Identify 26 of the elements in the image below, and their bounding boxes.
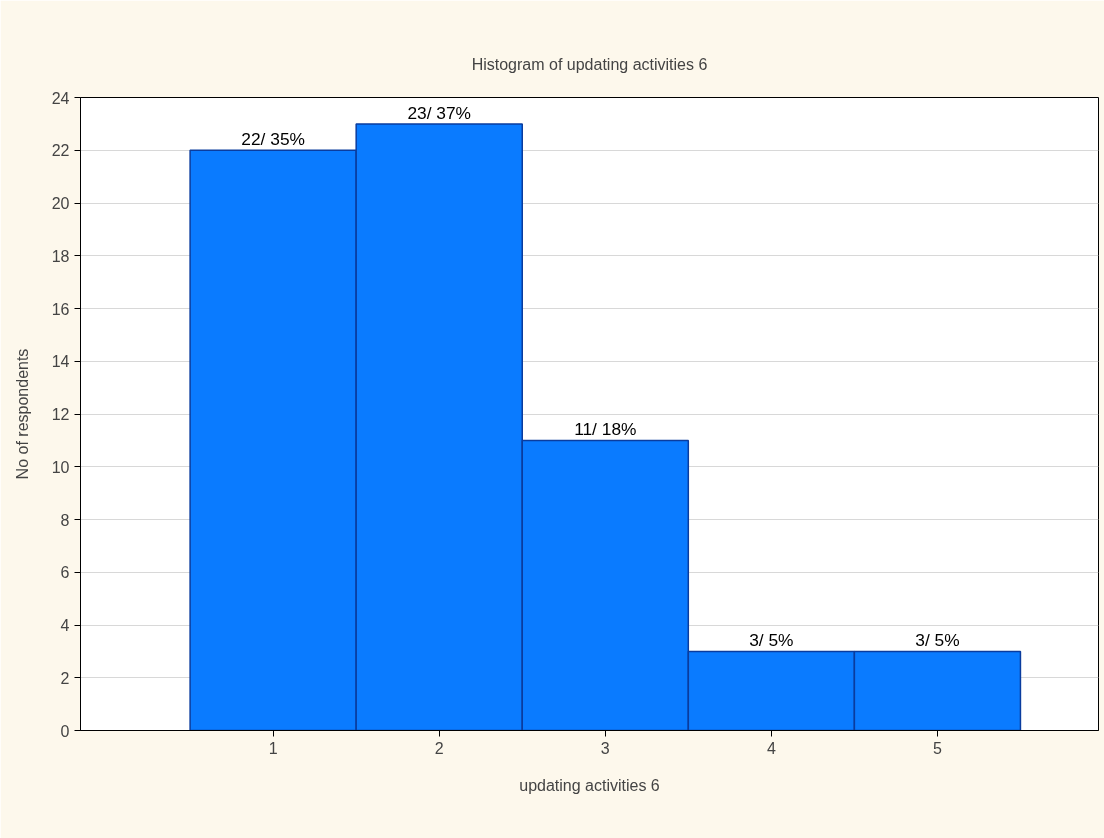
y-tick-label: 2 [60, 669, 70, 687]
data-label: 3/ 5% [915, 630, 960, 651]
y-axis-title: No of respondents [13, 348, 31, 480]
y-tick-label: 12 [51, 406, 70, 423]
x-tick-label: 3 [600, 739, 610, 757]
y-tick-label: 20 [51, 195, 70, 212]
x-tick-label: 1 [268, 739, 278, 757]
x-tick-label: 4 [766, 739, 776, 757]
y-tick-label: 16 [51, 300, 70, 318]
x-tick-label: 5 [932, 739, 942, 757]
y-tick-label: 4 [60, 617, 70, 634]
y-tick-label: 18 [51, 247, 70, 265]
y-tick-label: 10 [51, 458, 70, 476]
data-label: 22/ 35% [241, 129, 305, 150]
y-tick-label: 24 [51, 89, 70, 107]
data-label: 11/ 18% [574, 419, 637, 440]
data-label: 23/ 37% [407, 102, 472, 123]
y-tick-label: 6 [60, 564, 70, 582]
y-tick-label: 0 [60, 722, 70, 740]
y-tick-label: 8 [60, 511, 70, 529]
x-axis-title: updating activities 6 [519, 776, 660, 794]
chart-title: Histogram of updating activities 6 [471, 55, 708, 73]
y-tick-label: 14 [51, 353, 70, 371]
y-tick-label: 22 [51, 142, 70, 160]
x-tick-label: 2 [434, 739, 444, 757]
data-label: 3/ 5% [749, 630, 794, 651]
